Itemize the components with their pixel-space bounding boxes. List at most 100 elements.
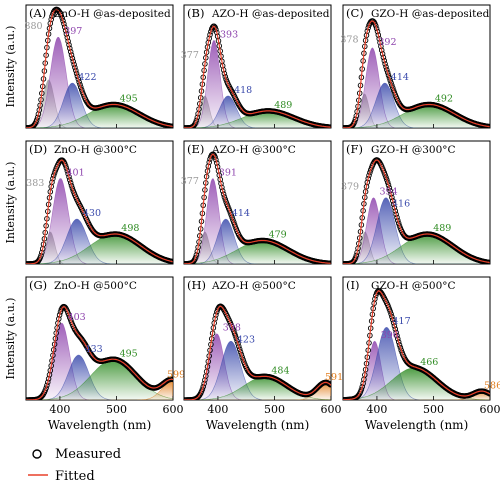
measured-point — [236, 343, 242, 350]
measured-point — [59, 15, 65, 21]
panel-I: 396 417 466 586 (I) GZO-H @500°C 400 500 600 — [342, 276, 500, 416]
peak-label: 423 — [237, 335, 255, 346]
measured-point — [353, 252, 360, 259]
measured-point — [72, 64, 78, 71]
measured-point — [58, 12, 65, 19]
measured-point — [382, 172, 388, 178]
measured-point — [50, 172, 57, 179]
peak-label: 377 — [181, 176, 199, 187]
peak-label: 422 — [78, 72, 96, 83]
peak-label: 430 — [83, 208, 101, 219]
measured-point — [229, 214, 235, 221]
measured-point — [367, 167, 374, 173]
x-axis-label: Wavelength (nm) — [365, 418, 469, 432]
measured-point — [236, 346, 243, 352]
measured-point — [210, 151, 217, 158]
measured-point — [395, 220, 402, 227]
measured-point — [385, 72, 392, 78]
peak-label: 498 — [121, 223, 139, 234]
x-tick-label: 500 — [423, 403, 444, 416]
panel-sample-label: AZO-H @300°C — [211, 144, 296, 156]
measured-point — [384, 176, 390, 183]
measured-point — [398, 347, 404, 353]
measured-point — [78, 87, 85, 93]
measured-point — [222, 196, 229, 203]
panel-sample-label: GZO-H @300°C — [371, 144, 456, 156]
panel-G: 403 433 495 599 (G) ZnO-H @500°C 400 500 600 — [25, 276, 185, 416]
measured-point — [240, 356, 246, 363]
measured-point — [67, 180, 74, 186]
measured-point — [326, 381, 331, 387]
measured-point — [387, 77, 393, 84]
peak-label: 392 — [378, 37, 396, 48]
measured-point — [211, 23, 217, 30]
measured-point — [388, 311, 394, 317]
measured-point — [220, 191, 227, 197]
measured-point — [56, 8, 62, 14]
peak-label: 489 — [274, 100, 292, 111]
panel-letter: (I) — [346, 278, 360, 292]
measured-point — [73, 67, 79, 74]
peak-label: 396 — [381, 330, 399, 341]
measured-point — [351, 119, 358, 125]
measured-point — [235, 340, 241, 347]
peak-label: 398 — [223, 323, 241, 334]
measured-point — [33, 117, 40, 123]
peak-label: 418 — [234, 85, 252, 96]
measured-point — [231, 219, 237, 225]
panel-sample-label: ZnO-H @as-deposited — [54, 8, 171, 20]
measured-point — [213, 156, 219, 163]
measured-point — [383, 174, 389, 181]
fitted-curve — [343, 290, 490, 400]
peak-label: 414 — [232, 208, 250, 219]
measured-point — [384, 67, 390, 73]
measured-point — [327, 381, 331, 388]
fitted-curve — [184, 305, 331, 400]
panel-letter: (E) — [187, 142, 204, 156]
measured-point — [350, 258, 357, 264]
peak-label: 379 — [341, 181, 359, 192]
panel-letter: (A) — [29, 6, 46, 20]
measured-point — [62, 162, 69, 169]
measured-point — [63, 165, 70, 171]
measured-point — [384, 69, 391, 76]
x-tick-label: 600 — [480, 403, 500, 416]
measured-point — [390, 85, 396, 91]
y-axis-label: Intensity (a.u.) — [4, 298, 17, 380]
peak-label: 492 — [435, 94, 453, 105]
peak-label: 417 — [393, 316, 411, 327]
fitted-curve — [26, 306, 173, 400]
panel-letter: (B) — [187, 6, 204, 20]
measured-point — [382, 61, 388, 67]
measured-point — [389, 82, 395, 89]
peak-label: 591 — [325, 372, 343, 383]
measured-point — [219, 305, 226, 311]
measured-point — [383, 64, 389, 70]
peak-591-fill — [184, 382, 331, 400]
x-tick-label: 600 — [163, 403, 184, 416]
peak-label: 393 — [220, 29, 238, 40]
measured-point — [352, 255, 359, 261]
measured-point — [200, 383, 206, 390]
peak-label: 391 — [219, 167, 237, 178]
peak-label: 414 — [391, 72, 409, 83]
peak-label: 495 — [120, 94, 138, 105]
panel-A: 380 397 422 495 (A) ZnO-H @as-deposited — [24, 4, 174, 129]
panel-sample-label: GZO-H @as-deposited — [371, 8, 490, 20]
measured-point — [228, 212, 234, 218]
legend-measured-label: Measured — [55, 447, 121, 462]
measured-point — [232, 333, 239, 339]
peak-label: 433 — [85, 344, 103, 355]
fitted-curve — [26, 8, 173, 128]
measured-point — [69, 185, 76, 192]
x-tick-label: 400 — [49, 403, 70, 416]
fitted-curve — [184, 153, 331, 264]
panel-letter: (G) — [29, 278, 47, 292]
measured-point — [212, 154, 218, 160]
measured-point — [237, 349, 244, 355]
measured-point — [78, 84, 84, 90]
measured-point — [222, 73, 229, 80]
fitted-curve — [343, 159, 490, 264]
